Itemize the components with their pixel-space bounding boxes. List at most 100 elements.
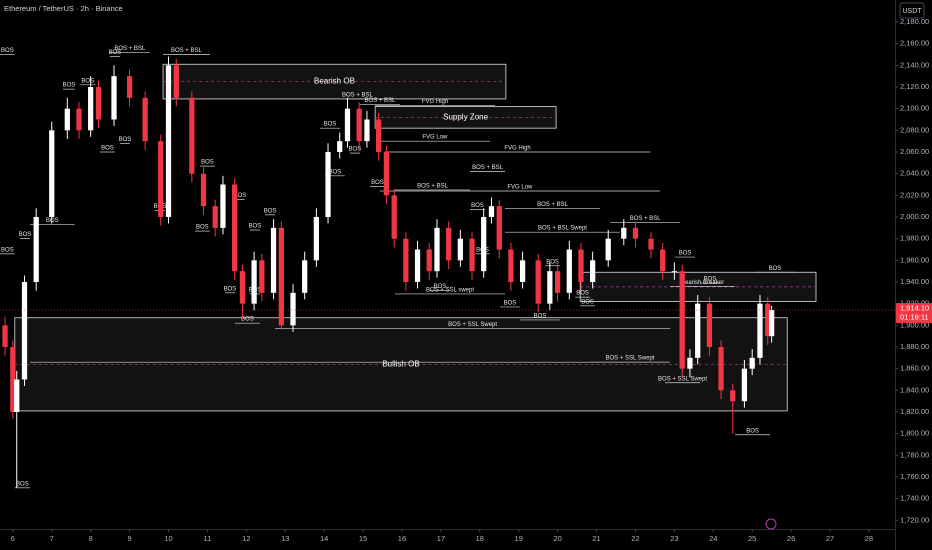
candle-body [212,206,218,228]
y-tick-label: 2,100.00 [900,104,929,113]
x-tick-label: 6 [11,534,15,543]
candle-body [356,108,362,142]
x-tick-label: 12 [242,534,250,543]
candle-body [364,119,370,142]
candle-body [232,184,238,272]
candle-body [173,65,179,98]
y-tick-label: 1,780.00 [900,450,929,459]
candle-body [547,271,553,304]
candle-body [481,217,487,272]
y-tick-label: 2,120.00 [900,82,929,91]
axes: 1,720.00 1,740.00 1,760.00 1,780.00 1,800.00… [11,17,932,543]
y-tick-label: 1,940.00 [900,277,929,286]
candle-body [749,357,755,369]
candle-body [21,282,28,380]
y-tick-label: 1,800.00 [900,429,929,438]
candle-body [270,227,277,293]
currency-label[interactable]: USDT [902,8,922,15]
candle-body [111,76,117,120]
level-label: BOS + SSL Swept [658,376,707,382]
y-tick-label: 2,160.00 [900,39,929,48]
candle-body [769,310,775,337]
x-tick-label: 15 [359,534,367,543]
candle-body [648,238,654,250]
x-tick-label: 27 [826,534,834,543]
level-label: BOS [704,277,717,283]
candle-body [64,108,70,131]
candle-body [278,227,284,326]
x-tick-label: 21 [592,534,600,543]
candle-body [414,249,421,282]
candle-body [14,379,20,412]
candle-body [508,249,514,282]
y-tick-label: 1,720.00 [900,515,929,524]
candle-body [519,260,526,282]
candle-body [391,195,397,239]
level-label: BOS [329,169,342,175]
level-label: BOS [1,48,14,54]
currency-button[interactable] [899,2,925,19]
candle-body [344,108,351,142]
x-tick-label: 16 [398,534,406,543]
candle-body [383,152,390,196]
level-label: FVG Low [422,135,448,141]
y-tick-label: 2,140.00 [900,60,929,69]
level-label: BOS [576,291,589,297]
candle-body [695,303,701,358]
candle-body [446,227,452,261]
candle-body [488,206,495,217]
candle-body [158,141,164,217]
y-tick-label: 1,820.00 [900,407,929,416]
level-label: BOS + BSL [630,216,662,222]
level-label: FVG High [504,146,530,152]
y-tick-label: 1,740.00 [900,494,929,503]
candle-body [554,271,561,293]
candle-body [337,141,343,152]
level-label: BOS + SSL swept [426,287,474,293]
y-tick-label: 2,180.00 [900,17,929,26]
level-label: BOS [324,122,337,128]
y-tick-label: 2,060.00 [900,147,929,156]
y-tick-label: 1,880.00 [900,342,929,351]
y-tick-label: 1,860.00 [900,364,929,373]
level-label: BOS [16,481,29,487]
candle-body [325,152,331,217]
level-label: BOS [1,247,14,253]
last-price-badge [896,303,932,324]
level-label: BOS [119,137,132,143]
candle-body [434,227,440,272]
level-label: BOS + BSL [114,46,146,52]
event-icon[interactable] [765,518,777,530]
candle-body [765,303,771,337]
y-tick-label: 2,020.00 [900,190,929,199]
candle-body [290,292,296,326]
level-label: BOS [101,146,114,152]
level-label: BOS [534,313,547,319]
x-tick-label: 18 [476,534,484,543]
x-tick-label: 22 [631,534,639,543]
y-tick-label: 1,980.00 [900,234,929,243]
level-label: BOS + BSL Swept [538,226,587,232]
chart-title: Ethereum / TetherUS · 2h · Binance [4,4,123,13]
candle-body [251,260,257,304]
x-tick-label: 9 [127,534,131,543]
zone-label: Supply Zone [443,112,488,121]
level-label: BOS [504,300,517,306]
level-label: BOS [249,224,262,230]
level-label: BOS [201,160,214,166]
level-label: BOS [108,50,121,56]
level-label: BOS [264,208,277,214]
candle-body [660,249,666,272]
candle-body [375,119,382,152]
candle-body [687,357,693,369]
zone-label: Bearish OB [314,77,355,86]
candle-body [313,217,319,261]
candle-body [578,249,584,282]
x-tick-label: 14 [320,534,328,543]
level-label: BOS + BSL [365,98,397,104]
candle-body [165,65,172,217]
candle-body [757,303,763,358]
candle-body [126,76,133,98]
